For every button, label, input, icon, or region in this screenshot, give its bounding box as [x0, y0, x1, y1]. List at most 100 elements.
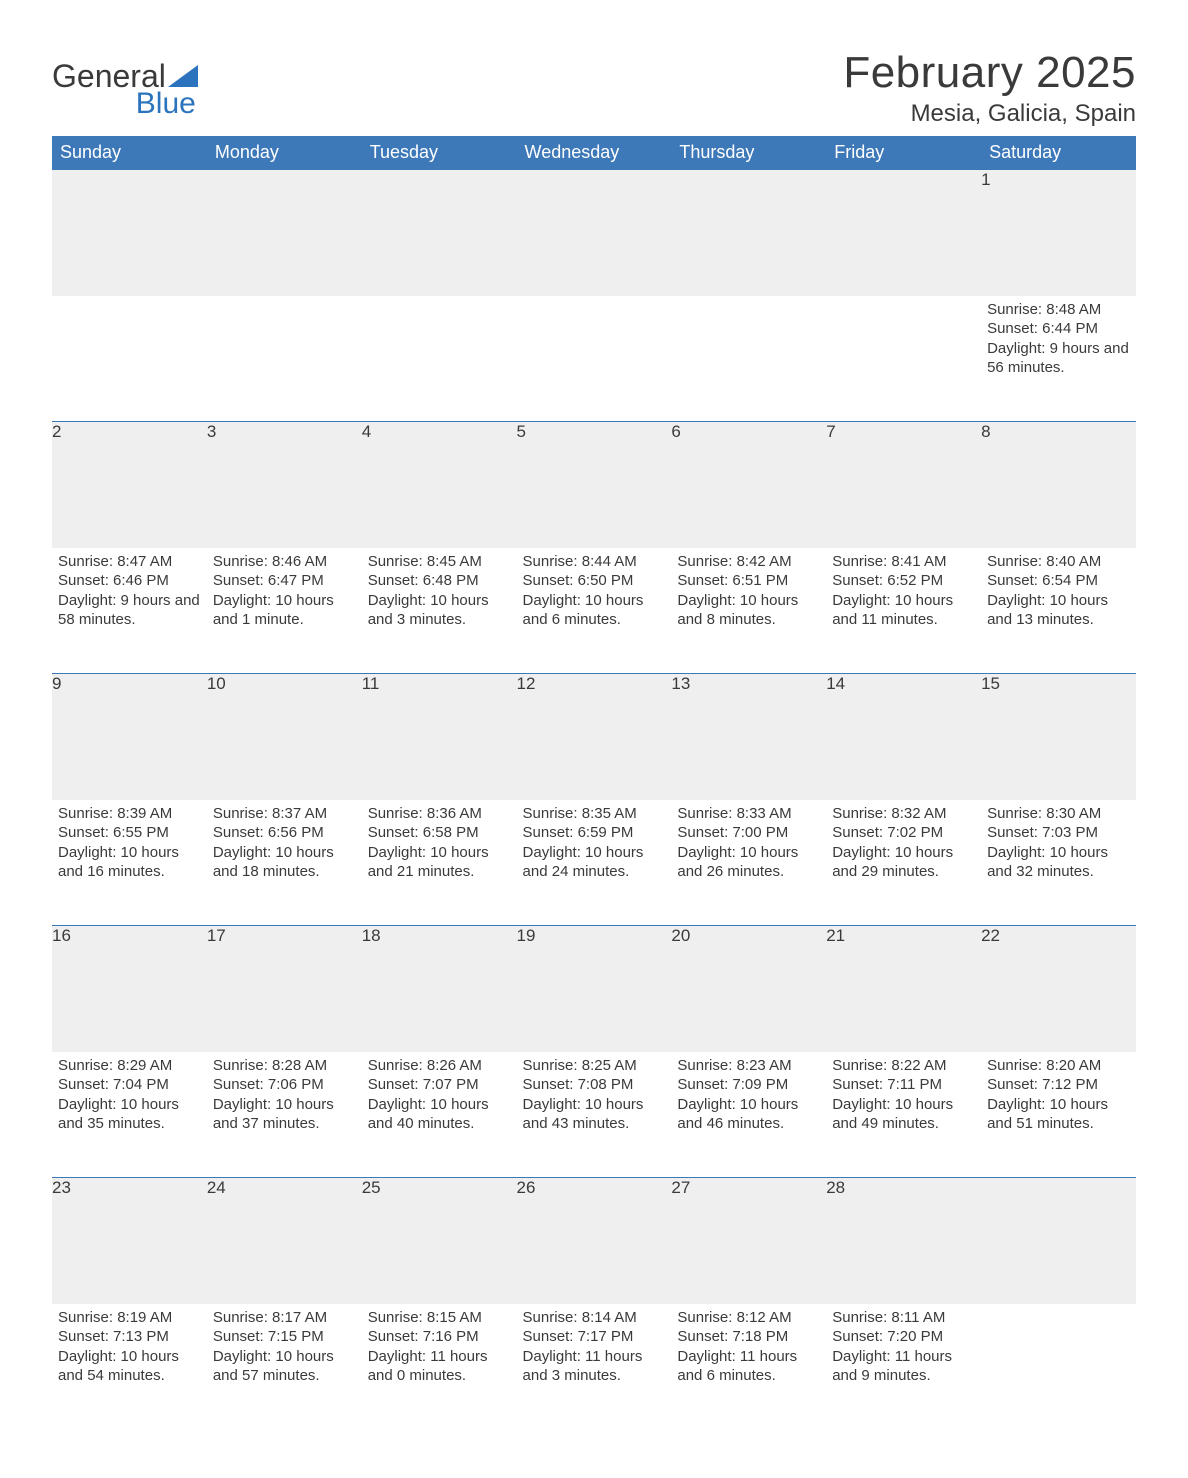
day-number-cell: 20	[671, 926, 826, 1052]
sunset-line: Sunset: 7:04 PM	[58, 1075, 201, 1095]
daylight-line: Daylight: 10 hours and 46 minutes.	[677, 1095, 820, 1134]
day-number-cell	[981, 1178, 1136, 1304]
title-block: February 2025 Mesia, Galicia, Spain	[843, 48, 1136, 128]
day-number-cell: 14	[826, 674, 981, 800]
day-cell: Sunrise: 8:11 AMSunset: 7:20 PMDaylight:…	[826, 1304, 981, 1430]
sunrise-line: Sunrise: 8:32 AM	[832, 804, 975, 824]
day-cell	[362, 296, 517, 422]
sunrise-line: Sunrise: 8:15 AM	[368, 1308, 511, 1328]
day-content: Sunrise: 8:40 AMSunset: 6:54 PMDaylight:…	[981, 548, 1136, 638]
weekday-header: Friday	[826, 136, 981, 170]
day-number-cell: 10	[207, 674, 362, 800]
day-cell: Sunrise: 8:29 AMSunset: 7:04 PMDaylight:…	[52, 1052, 207, 1178]
day-cell: Sunrise: 8:45 AMSunset: 6:48 PMDaylight:…	[362, 548, 517, 674]
day-number-cell: 26	[517, 1178, 672, 1304]
day-content: Sunrise: 8:42 AMSunset: 6:51 PMDaylight:…	[671, 548, 826, 638]
sunset-line: Sunset: 7:09 PM	[677, 1075, 820, 1095]
day-content: Sunrise: 8:22 AMSunset: 7:11 PMDaylight:…	[826, 1052, 981, 1142]
sunrise-line: Sunrise: 8:44 AM	[523, 552, 666, 572]
day-cell: Sunrise: 8:32 AMSunset: 7:02 PMDaylight:…	[826, 800, 981, 926]
day-cell: Sunrise: 8:28 AMSunset: 7:06 PMDaylight:…	[207, 1052, 362, 1178]
sunrise-line: Sunrise: 8:28 AM	[213, 1056, 356, 1076]
day-number-cell: 4	[362, 422, 517, 548]
header: General Blue February 2025 Mesia, Galici…	[52, 48, 1136, 128]
day-content-row: Sunrise: 8:47 AMSunset: 6:46 PMDaylight:…	[52, 548, 1136, 674]
day-cell: Sunrise: 8:20 AMSunset: 7:12 PMDaylight:…	[981, 1052, 1136, 1178]
daylight-line: Daylight: 11 hours and 9 minutes.	[832, 1347, 975, 1386]
calendar-table: Sunday Monday Tuesday Wednesday Thursday…	[52, 136, 1136, 1430]
sunrise-line: Sunrise: 8:12 AM	[677, 1308, 820, 1328]
sunrise-line: Sunrise: 8:36 AM	[368, 804, 511, 824]
daylight-line: Daylight: 10 hours and 37 minutes.	[213, 1095, 356, 1134]
sunrise-line: Sunrise: 8:29 AM	[58, 1056, 201, 1076]
sunrise-line: Sunrise: 8:25 AM	[523, 1056, 666, 1076]
sunrise-line: Sunrise: 8:41 AM	[832, 552, 975, 572]
weekday-header: Sunday	[52, 136, 207, 170]
weekday-header: Tuesday	[362, 136, 517, 170]
sunset-line: Sunset: 6:51 PM	[677, 571, 820, 591]
daylight-line: Daylight: 10 hours and 54 minutes.	[58, 1347, 201, 1386]
sunset-line: Sunset: 7:08 PM	[523, 1075, 666, 1095]
sunrise-line: Sunrise: 8:37 AM	[213, 804, 356, 824]
day-cell: Sunrise: 8:26 AMSunset: 7:07 PMDaylight:…	[362, 1052, 517, 1178]
sunrise-line: Sunrise: 8:33 AM	[677, 804, 820, 824]
daylight-line: Daylight: 10 hours and 57 minutes.	[213, 1347, 356, 1386]
day-number-cell: 17	[207, 926, 362, 1052]
weekday-header-row: Sunday Monday Tuesday Wednesday Thursday…	[52, 136, 1136, 170]
sunrise-line: Sunrise: 8:30 AM	[987, 804, 1130, 824]
day-content: Sunrise: 8:17 AMSunset: 7:15 PMDaylight:…	[207, 1304, 362, 1394]
daylight-line: Daylight: 10 hours and 40 minutes.	[368, 1095, 511, 1134]
day-number-cell: 16	[52, 926, 207, 1052]
day-cell: Sunrise: 8:37 AMSunset: 6:56 PMDaylight:…	[207, 800, 362, 926]
day-number-cell: 28	[826, 1178, 981, 1304]
day-content: Sunrise: 8:44 AMSunset: 6:50 PMDaylight:…	[517, 548, 672, 638]
day-content: Sunrise: 8:37 AMSunset: 6:56 PMDaylight:…	[207, 800, 362, 890]
day-content: Sunrise: 8:15 AMSunset: 7:16 PMDaylight:…	[362, 1304, 517, 1394]
day-cell: Sunrise: 8:40 AMSunset: 6:54 PMDaylight:…	[981, 548, 1136, 674]
day-number-cell: 23	[52, 1178, 207, 1304]
sunrise-line: Sunrise: 8:46 AM	[213, 552, 356, 572]
daylight-line: Daylight: 10 hours and 35 minutes.	[58, 1095, 201, 1134]
day-number-cell: 21	[826, 926, 981, 1052]
day-content: Sunrise: 8:30 AMSunset: 7:03 PMDaylight:…	[981, 800, 1136, 890]
daylight-line: Daylight: 10 hours and 49 minutes.	[832, 1095, 975, 1134]
day-number-cell	[362, 170, 517, 296]
sunset-line: Sunset: 7:00 PM	[677, 823, 820, 843]
day-content: Sunrise: 8:14 AMSunset: 7:17 PMDaylight:…	[517, 1304, 672, 1394]
sunrise-line: Sunrise: 8:20 AM	[987, 1056, 1130, 1076]
day-content: Sunrise: 8:36 AMSunset: 6:58 PMDaylight:…	[362, 800, 517, 890]
daylight-line: Daylight: 10 hours and 13 minutes.	[987, 591, 1130, 630]
page-title: February 2025	[843, 48, 1136, 98]
sunset-line: Sunset: 6:48 PM	[368, 571, 511, 591]
sunrise-line: Sunrise: 8:14 AM	[523, 1308, 666, 1328]
day-content: Sunrise: 8:39 AMSunset: 6:55 PMDaylight:…	[52, 800, 207, 890]
day-content: Sunrise: 8:46 AMSunset: 6:47 PMDaylight:…	[207, 548, 362, 638]
day-cell: Sunrise: 8:46 AMSunset: 6:47 PMDaylight:…	[207, 548, 362, 674]
day-cell: Sunrise: 8:33 AMSunset: 7:00 PMDaylight:…	[671, 800, 826, 926]
daylight-line: Daylight: 9 hours and 58 minutes.	[58, 591, 201, 630]
daylight-line: Daylight: 11 hours and 0 minutes.	[368, 1347, 511, 1386]
sunset-line: Sunset: 6:52 PM	[832, 571, 975, 591]
day-number-cell: 27	[671, 1178, 826, 1304]
daylight-line: Daylight: 10 hours and 16 minutes.	[58, 843, 201, 882]
day-number-row: 1	[52, 170, 1136, 296]
day-content: Sunrise: 8:11 AMSunset: 7:20 PMDaylight:…	[826, 1304, 981, 1394]
sunrise-line: Sunrise: 8:40 AM	[987, 552, 1130, 572]
day-number-cell	[826, 170, 981, 296]
day-content: Sunrise: 8:23 AMSunset: 7:09 PMDaylight:…	[671, 1052, 826, 1142]
daylight-line: Daylight: 10 hours and 1 minute.	[213, 591, 356, 630]
sunrise-line: Sunrise: 8:48 AM	[987, 300, 1130, 320]
day-number-cell	[517, 170, 672, 296]
sunset-line: Sunset: 7:16 PM	[368, 1327, 511, 1347]
sunset-line: Sunset: 7:11 PM	[832, 1075, 975, 1095]
day-content: Sunrise: 8:29 AMSunset: 7:04 PMDaylight:…	[52, 1052, 207, 1142]
day-number-cell: 15	[981, 674, 1136, 800]
day-cell: Sunrise: 8:30 AMSunset: 7:03 PMDaylight:…	[981, 800, 1136, 926]
sunrise-line: Sunrise: 8:47 AM	[58, 552, 201, 572]
day-cell: Sunrise: 8:22 AMSunset: 7:11 PMDaylight:…	[826, 1052, 981, 1178]
day-number-cell: 13	[671, 674, 826, 800]
sunset-line: Sunset: 6:50 PM	[523, 571, 666, 591]
daylight-line: Daylight: 10 hours and 18 minutes.	[213, 843, 356, 882]
day-cell: Sunrise: 8:42 AMSunset: 6:51 PMDaylight:…	[671, 548, 826, 674]
day-number-cell: 1	[981, 170, 1136, 296]
